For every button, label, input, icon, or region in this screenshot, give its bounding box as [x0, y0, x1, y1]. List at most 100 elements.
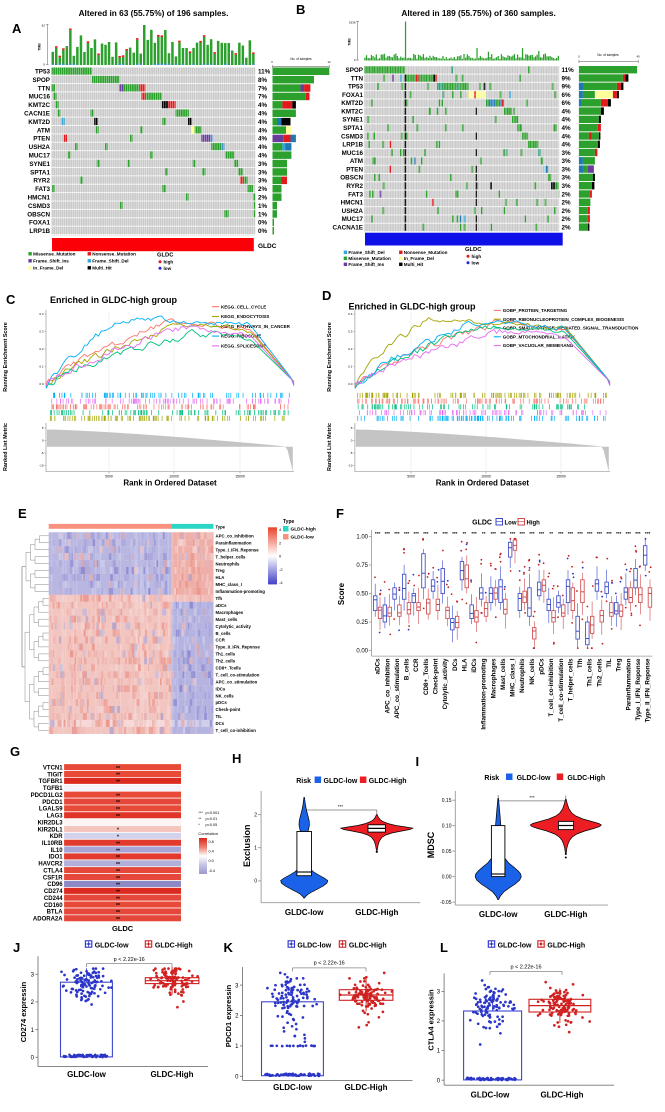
- svg-text:TP53: TP53: [35, 69, 51, 76]
- svg-text:0.4: 0.4: [348, 312, 353, 316]
- svg-text:Running Enrichment Score: Running Enrichment Score: [3, 322, 9, 392]
- svg-text:No. of samples: No. of samples: [290, 57, 312, 61]
- svg-text:***: ***: [338, 804, 344, 809]
- svg-text:Missense_Mutation: Missense_Mutation: [348, 256, 391, 261]
- svg-text:-0.4: -0.4: [209, 869, 216, 873]
- svg-text:iDCs: iDCs: [471, 658, 478, 673]
- svg-text:3%: 3%: [258, 161, 268, 168]
- svg-text:1.00: 1.00: [356, 535, 368, 541]
- svg-text:Running Enrichment Score: Running Enrichment Score: [327, 322, 333, 392]
- svg-text:GLDC-low: GLDC-low: [291, 535, 314, 541]
- svg-text:GLDC-low: GLDC-low: [479, 910, 518, 919]
- svg-text:G: G: [10, 744, 20, 759]
- svg-text:0%: 0%: [258, 228, 268, 235]
- svg-text:**: **: [116, 855, 120, 861]
- svg-text:KMT2D: KMT2D: [28, 119, 50, 126]
- svg-text:TIL: TIL: [606, 658, 613, 667]
- svg-text:***: ***: [587, 531, 593, 536]
- svg-text:GLDC-low: GLDC-low: [471, 1091, 510, 1100]
- svg-text:Altered in 63 (55.75%) of 196: Altered in 63 (55.75%) of 196 samples.: [79, 8, 229, 18]
- svg-text:Th2_cells: Th2_cells: [596, 658, 603, 687]
- svg-text:4%: 4%: [258, 127, 268, 134]
- svg-text:RYR2: RYR2: [346, 183, 363, 190]
- svg-text:Score: Score: [337, 582, 346, 605]
- svg-text:Cytolytic_activity: Cytolytic_activity: [442, 658, 449, 709]
- svg-text:***: ***: [471, 531, 477, 536]
- svg-text:MHC_class_I: MHC_class_I: [216, 582, 243, 587]
- svg-text:GOBP_MTOCHONDRIAL_MATRIX: GOBP_MTOCHONDRIAL_MATRIX: [503, 334, 575, 339]
- svg-text:CD8+_Tcells: CD8+_Tcells: [423, 658, 430, 695]
- svg-text:GLDC-low: GLDC-low: [285, 908, 324, 917]
- svg-text:CD274 expressin: CD274 expressin: [19, 981, 28, 1042]
- svg-text:0.2: 0.2: [39, 347, 44, 351]
- svg-text:**: **: [116, 780, 120, 786]
- svg-text:FOXA1: FOXA1: [29, 220, 50, 227]
- svg-text:p < 2.22e-16: p < 2.22e-16: [510, 965, 541, 971]
- svg-text:TGFB1: TGFB1: [43, 786, 63, 792]
- svg-text:4%: 4%: [258, 153, 268, 160]
- svg-text:9%: 9%: [562, 75, 572, 82]
- svg-text:GLDC-High: GLDC-High: [567, 775, 605, 782]
- svg-text:ADORA2A: ADORA2A: [33, 917, 63, 923]
- svg-text:0: 0: [254, 879, 257, 885]
- svg-text:3%: 3%: [562, 183, 572, 190]
- svg-text:T_cell_co-stimulation: T_cell_co-stimulation: [216, 672, 260, 677]
- svg-text:-0.05: -0.05: [440, 900, 452, 906]
- svg-text:***: ***: [385, 531, 391, 536]
- svg-text:GLDC-low: GLDC-low: [297, 943, 331, 950]
- svg-text:GLDC-low: GLDC-low: [517, 775, 551, 782]
- svg-text:OBSCN: OBSCN: [340, 175, 363, 182]
- svg-text:Parainflammation: Parainflammation: [216, 540, 252, 545]
- svg-text:KMT2C: KMT2C: [341, 108, 363, 115]
- svg-text:GLDC-High: GLDC-High: [349, 943, 387, 950]
- svg-text:Tfh: Tfh: [216, 596, 223, 601]
- svg-text:1936: 1936: [349, 21, 356, 25]
- svg-text:KEGG_ENDOCYTOSIS: KEGG_ENDOCYTOSIS: [221, 314, 269, 319]
- svg-text:LAG3: LAG3: [47, 814, 64, 820]
- svg-text:GLDC-High: GLDC-High: [540, 1091, 583, 1100]
- svg-text:Mast_cells: Mast_cells: [216, 617, 238, 622]
- svg-text:4%: 4%: [562, 108, 572, 115]
- svg-text:7%: 7%: [258, 85, 268, 92]
- svg-text:Frame_Shift_Del: Frame_Shift_Del: [348, 250, 384, 255]
- svg-text:GLDC-low: GLDC-low: [273, 1083, 312, 1092]
- svg-text:**: **: [116, 766, 120, 772]
- svg-text:Check-point: Check-point: [433, 659, 440, 695]
- svg-text:GLDC-High: GLDC-High: [544, 910, 587, 919]
- svg-text:IDO1: IDO1: [49, 855, 64, 861]
- svg-text:p<0.001: p<0.001: [206, 811, 220, 815]
- svg-text:Tfh: Tfh: [577, 658, 584, 668]
- svg-text:C: C: [6, 292, 16, 307]
- svg-text:B_cells: B_cells: [216, 631, 232, 636]
- svg-text:***: ***: [626, 531, 632, 536]
- svg-text:Type_II_IFN_Reponse: Type_II_IFN_Reponse: [216, 645, 261, 650]
- svg-text:Low: Low: [505, 521, 517, 527]
- svg-text:Risk: Risk: [484, 775, 499, 782]
- svg-text:Nonsense_Mutation: Nonsense_Mutation: [404, 250, 448, 255]
- svg-text:3%: 3%: [562, 166, 572, 173]
- svg-text:KIR2DL1: KIR2DL1: [38, 827, 64, 833]
- svg-text:KEGG_CELL_CYCLE: KEGG_CELL_CYCLE: [221, 304, 266, 309]
- svg-text:GLDC-low: GLDC-low: [67, 1070, 106, 1079]
- svg-text:H: H: [232, 751, 241, 766]
- svg-text:CTLA4: CTLA4: [43, 869, 63, 875]
- svg-text:**: **: [116, 910, 120, 916]
- svg-text:0.25: 0.25: [356, 620, 368, 626]
- svg-text:APC_co_stimulation: APC_co_stimulation: [216, 679, 258, 684]
- svg-text:GLDC-High: GLDC-High: [155, 943, 193, 950]
- svg-text:***: ***: [577, 531, 583, 536]
- svg-text:0.4: 0.4: [39, 312, 44, 316]
- svg-text:FOXA1: FOXA1: [342, 92, 363, 99]
- svg-text:MUC17: MUC17: [342, 216, 364, 223]
- svg-text:GLDC-low: GLDC-low: [498, 943, 532, 950]
- svg-text:4%: 4%: [258, 144, 268, 151]
- svg-text:HAVCR2: HAVCR2: [38, 862, 63, 868]
- svg-text:TP53: TP53: [348, 84, 364, 91]
- svg-text:***: ***: [404, 531, 410, 536]
- svg-text:40: 40: [636, 55, 640, 59]
- svg-text:1%: 1%: [258, 203, 268, 210]
- svg-text:**: **: [198, 817, 201, 821]
- svg-text:PTEN: PTEN: [346, 166, 363, 173]
- svg-text:2%: 2%: [258, 186, 268, 193]
- svg-text:GOBP_RIBONUCLEOPROTEIN_COMPLEX: GOBP_RIBONUCLEOPROTEIN_COMPLEX_BIOGENESI…: [503, 317, 624, 322]
